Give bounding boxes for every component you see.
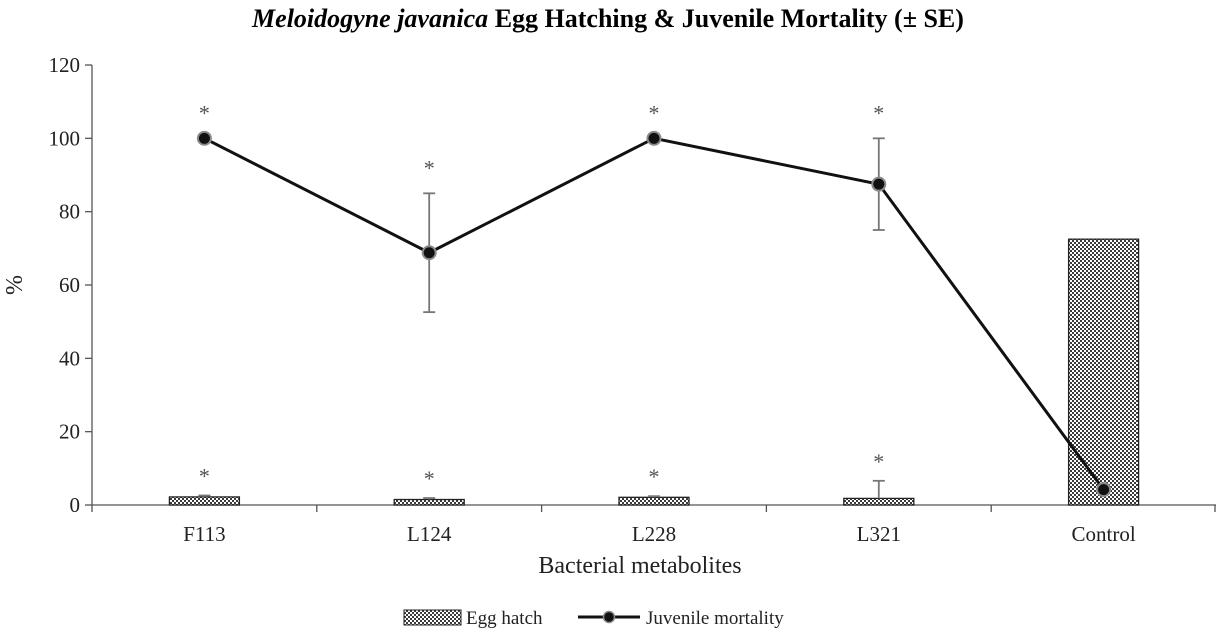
legend-swatch-egg-hatch: [403, 609, 462, 626]
legend: Egg hatch Juvenile mortality: [403, 608, 784, 629]
x-tick-label: L124: [407, 522, 452, 546]
significance-marker-juvenile-mortality: *: [199, 100, 210, 125]
y-tick-label: 80: [59, 200, 80, 224]
point-juvenile-mortality: [871, 176, 887, 192]
y-tick-label: 120: [49, 53, 81, 77]
chart-title-italic: Meloidogyne javanica: [251, 4, 488, 33]
y-tick-label: 60: [59, 273, 80, 297]
y-tick-label: 0: [70, 493, 81, 517]
y-axis-title: %: [2, 275, 28, 295]
x-tick-label: L228: [632, 522, 676, 546]
significance-marker-egg-hatch: *: [873, 449, 884, 474]
bar-egg-hatch: [843, 497, 915, 506]
line-juvenile-mortality: [203, 136, 1105, 491]
significance-marker-egg-hatch: *: [649, 464, 660, 489]
plot-area: 0 20 40 60 80 100 120 F113 L124 L228 L321 Control * *…: [49, 53, 1216, 546]
bar-egg-hatch: [393, 498, 465, 506]
chart-title: Meloidogyne javanica Egg Hatching & Juve…: [251, 4, 964, 33]
bar-egg-hatch: [168, 496, 241, 506]
significance-marker-juvenile-mortality: *: [424, 155, 435, 180]
significance-marker-juvenile-mortality: *: [873, 100, 884, 125]
x-tick-label: Control: [1072, 522, 1136, 546]
point-juvenile-mortality: [421, 245, 437, 261]
significance-marker-egg-hatch: *: [199, 463, 210, 488]
x-tick-label: F113: [183, 522, 225, 546]
significance-marker-egg-hatch: *: [424, 466, 435, 491]
y-tick-label: 100: [49, 126, 81, 150]
y-tick-label: 20: [59, 420, 80, 444]
x-axis-title: Bacterial metabolites: [538, 553, 741, 579]
legend-label-egg-hatch: Egg hatch: [466, 608, 543, 629]
point-juvenile-mortality: [646, 130, 662, 146]
chart-title-rest: Egg Hatching & Juvenile Mortality (± SE): [488, 4, 964, 33]
y-tick-label: 40: [59, 346, 80, 370]
bar-egg-hatch: [618, 496, 690, 506]
x-tick-label: L321: [857, 522, 901, 546]
legend-swatch-juvenile-mortality-marker: [602, 610, 616, 624]
significance-marker-juvenile-mortality: *: [649, 100, 660, 125]
bar-egg-hatch: [1067, 238, 1140, 506]
legend-label-juvenile-mortality: Juvenile mortality: [646, 608, 784, 629]
point-juvenile-mortality: [1096, 482, 1112, 498]
point-juvenile-mortality: [196, 130, 212, 146]
